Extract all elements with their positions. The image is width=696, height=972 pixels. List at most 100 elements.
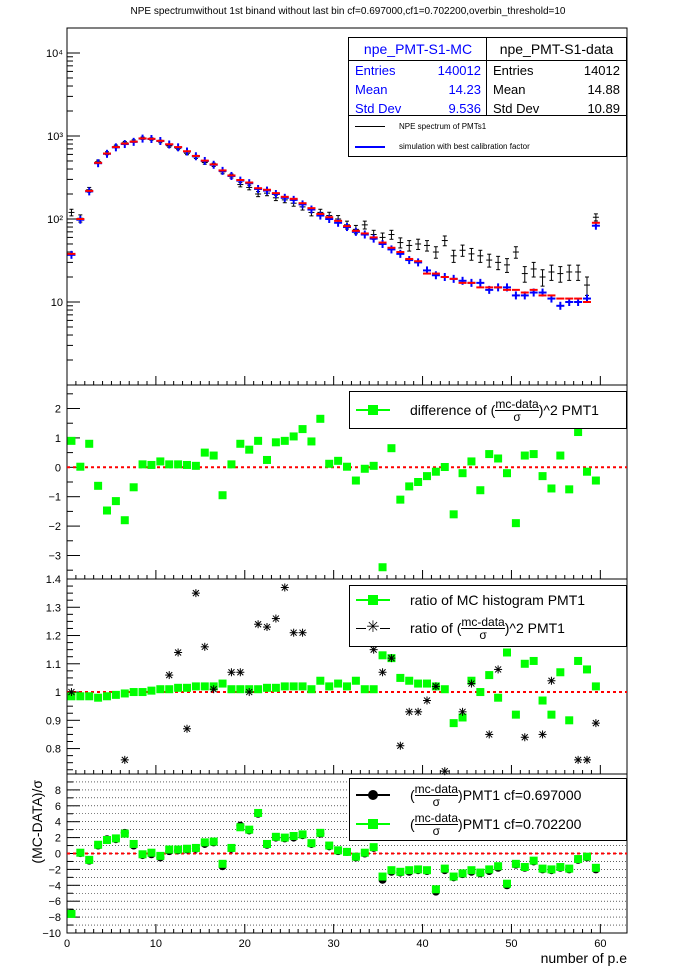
residual-point-b: [458, 869, 467, 878]
x-tick-label: 50: [505, 938, 517, 950]
ratio-mc-point: [298, 682, 307, 691]
ratio-star-point: [583, 755, 591, 764]
ratio-mc-point: [405, 676, 414, 685]
difference-point: [529, 450, 538, 459]
data-point-spectrum: [592, 213, 599, 222]
residual-point-b: [209, 837, 218, 846]
ratio-star-point: [254, 620, 263, 629]
difference-point: [271, 438, 280, 447]
difference-point: [520, 451, 529, 460]
ratio-mc-point: [458, 713, 467, 722]
difference-point: [351, 476, 360, 485]
y-tick-label: 10⁴: [46, 48, 63, 60]
data-point-spectrum: [521, 266, 528, 283]
ratio-star-point: [520, 733, 529, 742]
ratio-star-point: [538, 730, 547, 739]
residual-point-b: [449, 872, 458, 881]
ratio-star-point: [298, 628, 307, 637]
ratio-mc-point: [94, 693, 103, 702]
difference-point: [111, 497, 120, 506]
ratio-star-point: [591, 719, 600, 728]
ratio-mc-point: [378, 651, 387, 660]
y-tick-label: −3: [48, 550, 61, 562]
residual-point-b: [298, 830, 307, 839]
ratio-star-point: [271, 614, 280, 623]
star-stroke: [121, 756, 129, 764]
legend-entry-cf-a: ( mc-data σ ) PMT1 cf=0.697000: [356, 781, 581, 809]
residual-point-b: [138, 850, 147, 859]
y-tick-label: −8: [48, 912, 61, 924]
difference-point: [156, 457, 165, 466]
residual-point-b: [191, 843, 200, 852]
legend-marker-green: [356, 595, 390, 605]
residual-point-b: [511, 859, 520, 868]
legend-marker-black: [356, 790, 390, 800]
ratio-mc-point: [440, 685, 449, 694]
ratio-mc-point: [129, 688, 138, 697]
data-point-spectrum: [450, 249, 457, 263]
star-stroke: [370, 646, 378, 654]
residual-point-b: [414, 865, 423, 874]
difference-point: [120, 516, 129, 525]
difference-point: [423, 472, 431, 481]
residual-point-b: [183, 844, 191, 853]
difference-point: [440, 463, 449, 472]
data-point-spectrum: [575, 264, 582, 281]
ratio-star-point: [458, 707, 467, 716]
star-stroke: [68, 688, 75, 696]
difference-point: [76, 462, 85, 471]
y-tick-label: 0.8: [46, 744, 61, 756]
ratio-star-point: [67, 688, 76, 697]
residual-point-b: [565, 864, 574, 873]
data-point-spectrum: [68, 208, 75, 217]
data-point-spectrum: [512, 246, 519, 259]
ratio-mc-point: [449, 719, 458, 728]
difference-point: [343, 462, 351, 471]
ratio-mc-point: [476, 688, 485, 697]
data-point-spectrum: [424, 240, 430, 252]
fraction-denominator: σ: [432, 823, 441, 838]
residual-point-b: [405, 866, 414, 875]
legend-entry-ratio-sq: ✳ ratio of ( mc-data σ )^2 PMT1: [356, 614, 565, 642]
star-stroke: [414, 708, 422, 716]
data-point-spectrum: [459, 244, 466, 257]
legend-fraction: mc-data σ: [414, 812, 459, 838]
difference-point: [280, 436, 289, 445]
residual-point-b: [200, 838, 209, 847]
star-stroke: [245, 688, 253, 696]
difference-point: [147, 460, 156, 469]
residual-point-b: [307, 839, 316, 848]
x-tick-label: 10: [150, 938, 162, 950]
difference-point: [467, 457, 476, 466]
ratio-star-point: [396, 741, 405, 750]
ratio-mc-point: [520, 659, 529, 668]
difference-point: [485, 450, 494, 459]
star-stroke: [174, 649, 182, 656]
difference-point: [334, 456, 343, 465]
fraction-numerator: mc-data: [495, 396, 539, 411]
stats-value: 14.88: [587, 82, 620, 97]
difference-point: [565, 485, 574, 494]
y-tick-label: 0: [55, 462, 61, 474]
ratio-mc-point: [289, 682, 298, 691]
difference-point: [298, 425, 307, 434]
legend-entry-mc: simulation with best calibration factor: [355, 142, 530, 151]
difference-point: [191, 461, 200, 470]
difference-point: [449, 510, 458, 519]
ratio-mc-point: [503, 648, 511, 657]
ratio-mc-point: [334, 679, 343, 688]
residual-point-b: [236, 823, 245, 832]
stats-mc-std: Std Dev 9.536: [349, 99, 487, 118]
residual-point-b: [360, 848, 369, 857]
ratio-star-point: [485, 730, 494, 739]
legend-marker-green: [356, 405, 390, 415]
ratio-mc-point: [360, 685, 369, 694]
stats-label: Mean: [493, 82, 526, 97]
data-point-spectrum: [397, 237, 404, 249]
stats-data-mean: Mean 14.88: [487, 80, 626, 99]
star-stroke: [192, 589, 200, 597]
stats-label: Std Dev: [355, 101, 402, 116]
star-stroke: [548, 677, 555, 685]
ratio-mc-point: [76, 692, 85, 701]
ratio-star-point: [378, 668, 387, 677]
